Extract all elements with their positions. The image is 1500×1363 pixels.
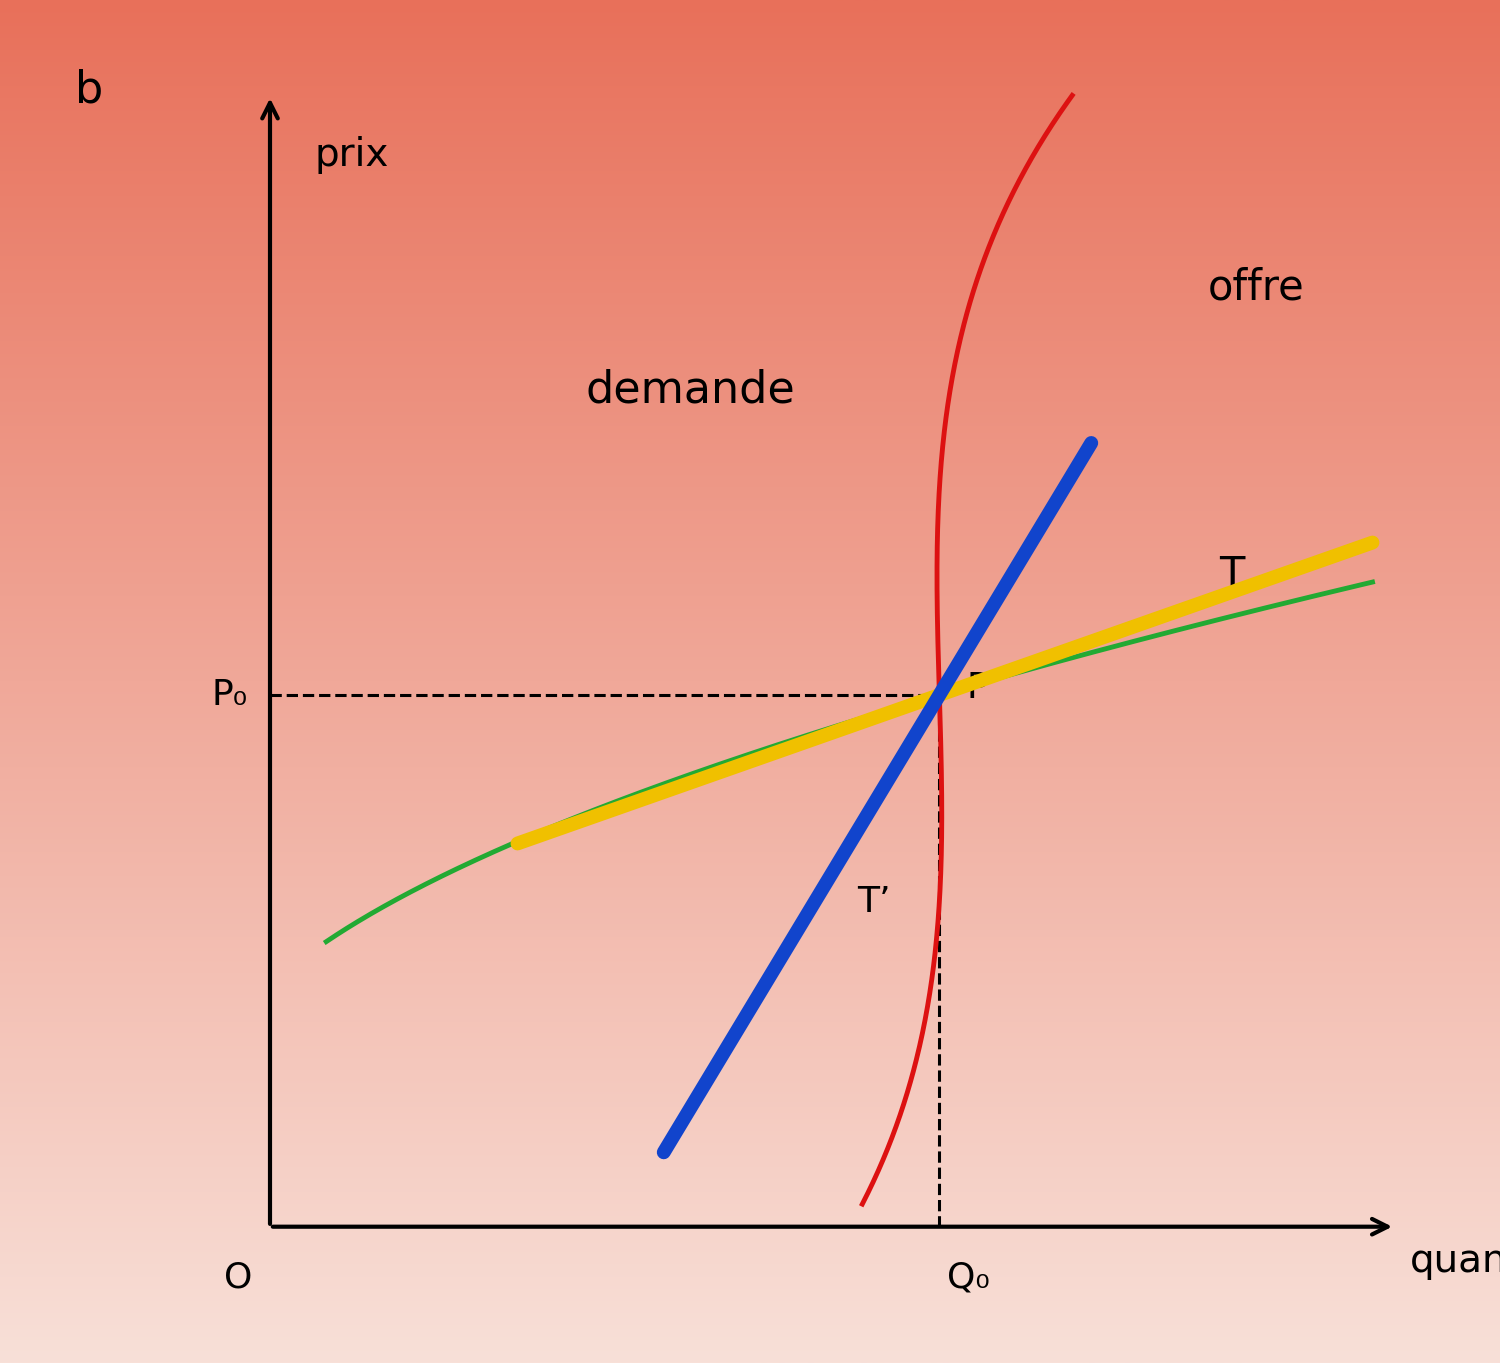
Text: b: b (75, 68, 104, 112)
Text: T: T (1218, 553, 1243, 596)
Text: prix: prix (315, 136, 390, 174)
Text: Q₀: Q₀ (946, 1261, 990, 1295)
Text: offre: offre (1208, 267, 1304, 309)
Text: O: O (224, 1261, 252, 1295)
Text: P₀: P₀ (211, 677, 248, 711)
Text: quantités: quantités (1410, 1240, 1500, 1280)
Text: demande: demande (585, 368, 795, 412)
Text: P: P (966, 671, 988, 705)
Text: T’: T’ (856, 885, 891, 919)
